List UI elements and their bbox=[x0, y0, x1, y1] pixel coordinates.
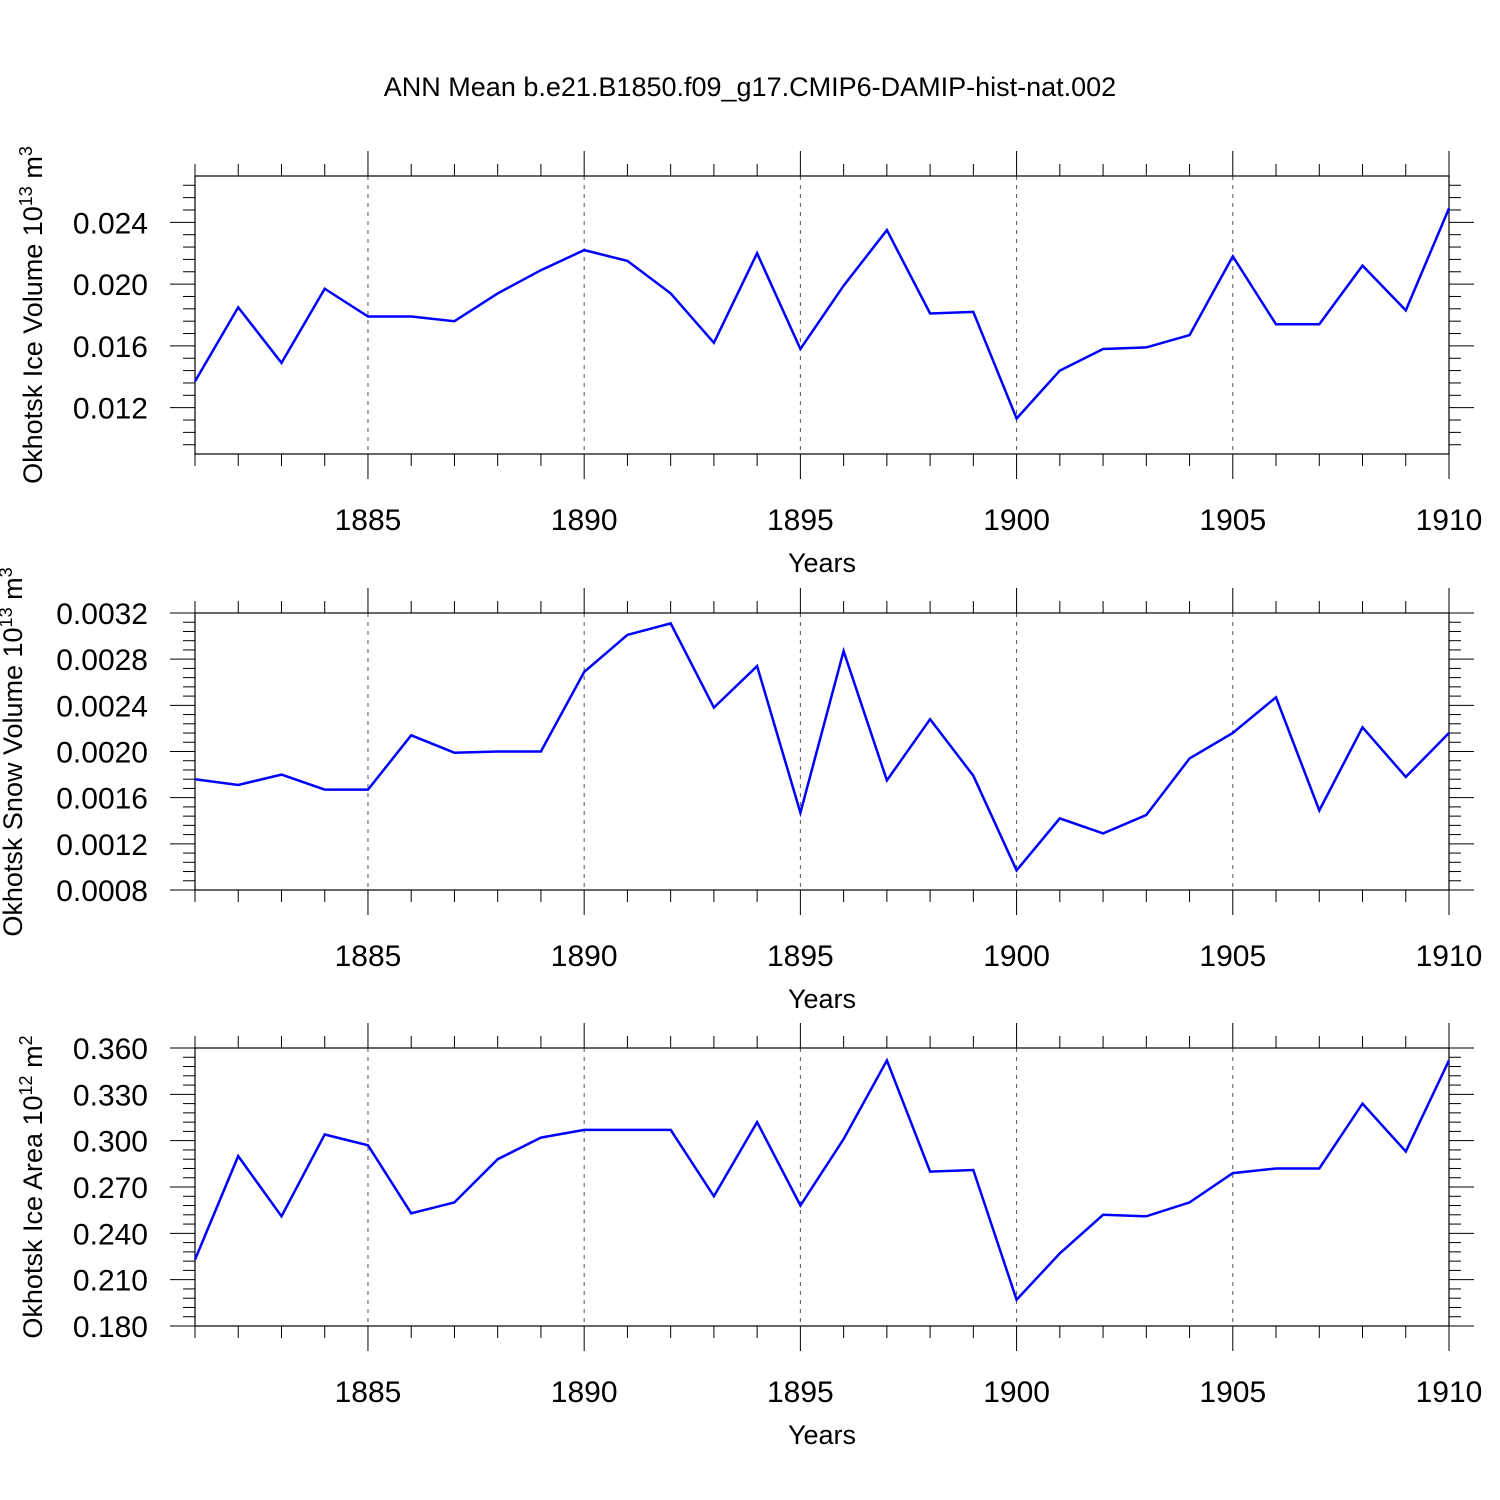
x-axis-label: Years bbox=[788, 1420, 856, 1450]
y-tick-label: 0.240 bbox=[73, 1218, 148, 1251]
x-tick-label: 1885 bbox=[335, 940, 402, 973]
x-tick-label: 1905 bbox=[1199, 504, 1266, 537]
y-axis-label-unit: m bbox=[18, 156, 48, 186]
y-axis-label-power: 2 bbox=[16, 1035, 36, 1045]
y-tick-label: 0.210 bbox=[73, 1265, 148, 1298]
y-tick-label: 0.020 bbox=[73, 269, 148, 302]
y-axis-label-name: Okhotsk Ice Area 10 bbox=[18, 1095, 48, 1338]
panel-1: 0.012 0.016 0.020 0.024 1885 1890 1895 1900 1905… bbox=[16, 146, 1482, 578]
y-tick-label: 0.0028 bbox=[56, 644, 148, 677]
x-tick-label: 1900 bbox=[983, 504, 1050, 537]
y-axis-label: Okhotsk Ice Volume 1013 m3 bbox=[16, 146, 48, 484]
y-axis-label-name: Okhotsk Ice Volume 10 bbox=[18, 206, 48, 484]
figure-title: ANN Mean b.e21.B1850.f09_g17.CMIP6-DAMIP… bbox=[383, 72, 1117, 102]
y-axis-label: Okhotsk Snow Volume 1013 m3 bbox=[0, 567, 28, 936]
y-tick-label: 0.0012 bbox=[56, 829, 148, 862]
y-axis-label-power: 3 bbox=[16, 146, 36, 156]
y-tick-label: 0.024 bbox=[73, 207, 148, 240]
y-tick-label: 0.016 bbox=[73, 331, 148, 364]
y-tick-label: 0.300 bbox=[73, 1126, 148, 1159]
x-tick-label: 1885 bbox=[335, 504, 402, 537]
y-axis-label-unit: m bbox=[18, 1045, 48, 1075]
plot-frame bbox=[194, 1047, 1450, 1327]
x-tick-label: 1900 bbox=[983, 1376, 1050, 1409]
x-tick-label: 1910 bbox=[1416, 940, 1483, 973]
y-tick-label: 0.0016 bbox=[56, 783, 148, 816]
y-axis-label-exponent: 12 bbox=[16, 1075, 36, 1095]
x-tick-label: 1895 bbox=[767, 1376, 834, 1409]
y-tick-label: 0.012 bbox=[73, 393, 148, 426]
y-tick-label: 0.270 bbox=[73, 1172, 148, 1205]
y-tick-label: 0.180 bbox=[73, 1311, 148, 1344]
y-tick-label: 0.0032 bbox=[56, 598, 148, 631]
plot-frame bbox=[194, 612, 1450, 891]
plot-frame bbox=[194, 175, 1450, 455]
x-tick-label: 1905 bbox=[1199, 1376, 1266, 1409]
x-tick-label: 1910 bbox=[1416, 504, 1483, 537]
series-line bbox=[193, 1057, 1451, 1303]
y-axis-label: Okhotsk Ice Area 1012 m2 bbox=[16, 1035, 48, 1338]
y-tick-label: 0.0024 bbox=[56, 690, 148, 723]
y-axis-label-power: 3 bbox=[0, 567, 16, 577]
x-tick-label: 1890 bbox=[551, 940, 618, 973]
x-axis-label: Years bbox=[788, 984, 856, 1014]
y-tick-label: 0.0020 bbox=[56, 737, 148, 770]
x-tick-label: 1910 bbox=[1416, 1376, 1483, 1409]
x-axis-label: Years bbox=[788, 548, 856, 578]
x-tick-label: 1895 bbox=[767, 940, 834, 973]
x-tick-label: 1895 bbox=[767, 504, 834, 537]
y-tick-label: 0.0008 bbox=[56, 875, 148, 908]
x-tick-label: 1890 bbox=[551, 1376, 618, 1409]
x-tick-label: 1900 bbox=[983, 940, 1050, 973]
y-tick-label: 0.330 bbox=[73, 1079, 148, 1112]
x-tick-label: 1905 bbox=[1199, 940, 1266, 973]
y-axis-label-unit: m bbox=[0, 577, 28, 607]
series-line bbox=[194, 621, 1450, 873]
y-tick-label: 0.360 bbox=[73, 1033, 148, 1066]
y-axis-label-exponent: 13 bbox=[0, 607, 16, 627]
x-tick-label: 1885 bbox=[335, 1376, 402, 1409]
y-axis-label-name: Okhotsk Snow Volume 10 bbox=[0, 627, 28, 936]
panel-3: 0.180 0.210 0.240 0.270 0.300 0.330 0.360 1885 1… bbox=[16, 1023, 1482, 1450]
y-axis-label-exponent: 13 bbox=[16, 186, 36, 206]
x-tick-label: 1890 bbox=[551, 504, 618, 537]
panel-2: 0.0008 0.0012 0.0016 0.0020 0.0024 0.0028 0.00… bbox=[0, 567, 1482, 1014]
series-line bbox=[193, 207, 1451, 421]
